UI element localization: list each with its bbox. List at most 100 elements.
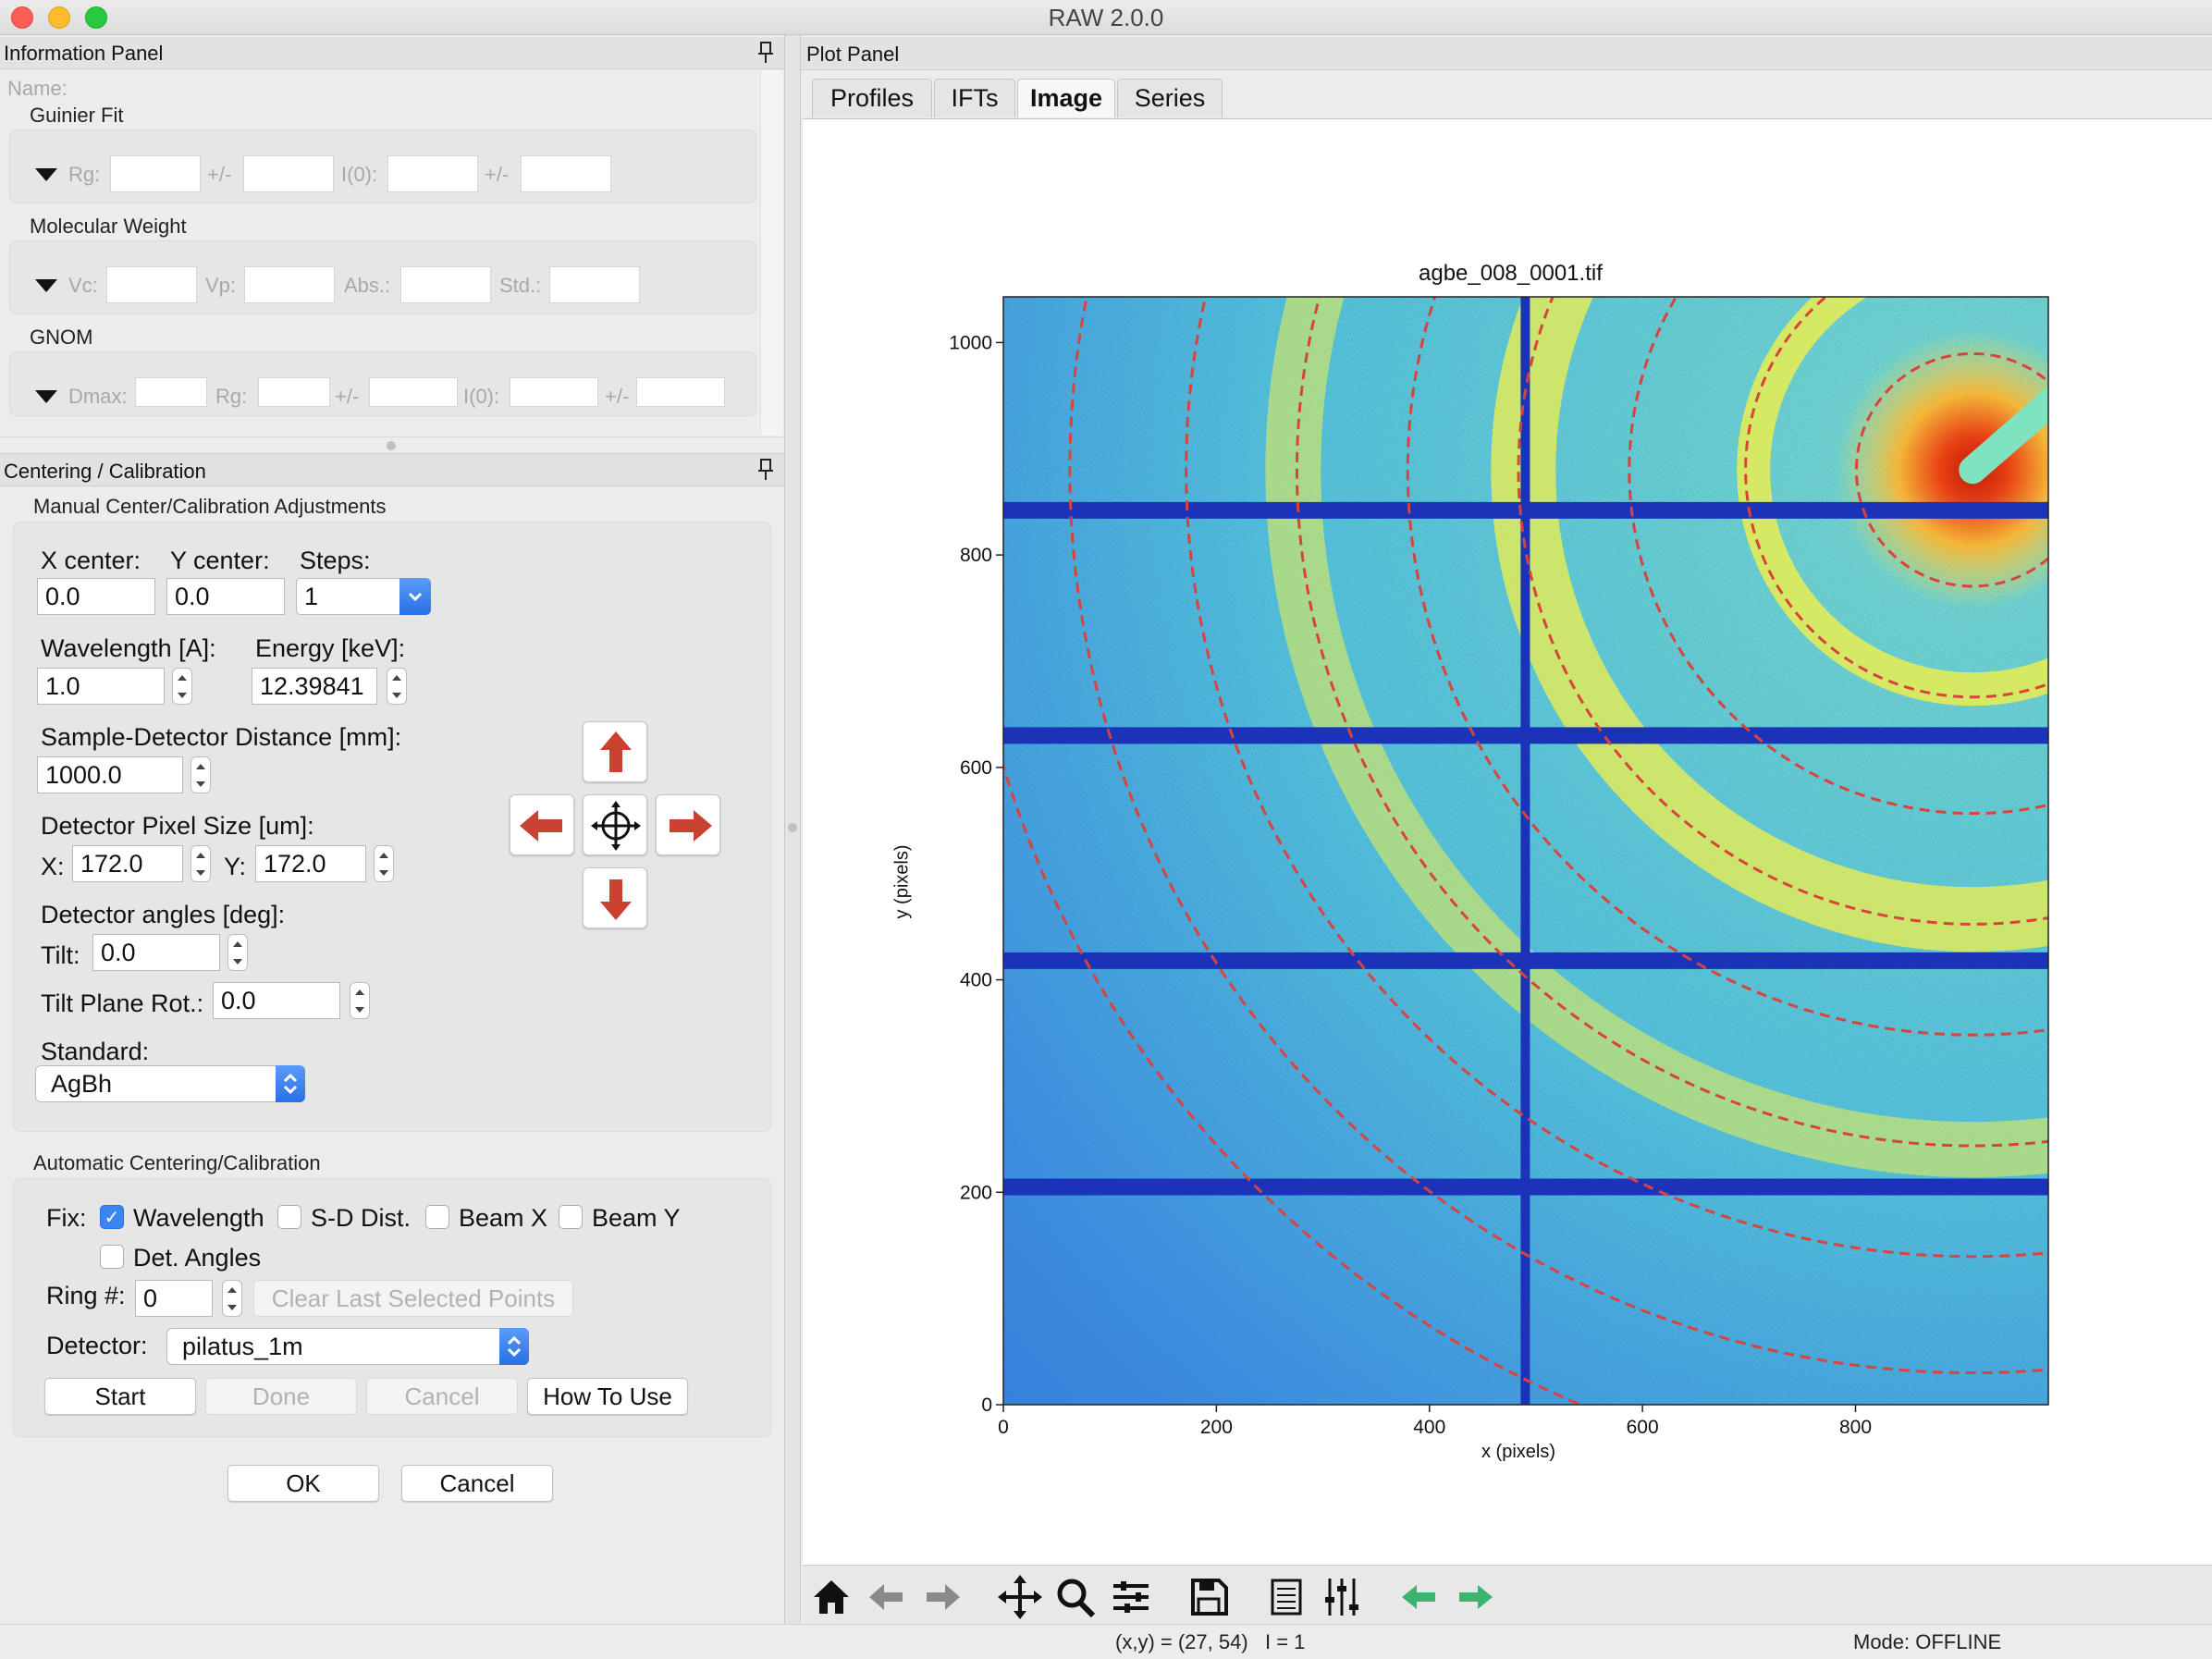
pin-icon[interactable] — [756, 458, 775, 482]
list-icon[interactable] — [1263, 1569, 1309, 1625]
green-forward-icon[interactable] — [1452, 1569, 1498, 1625]
pixel-y-input[interactable]: 172.0 — [255, 845, 366, 882]
gnom-disclosure-icon[interactable] — [35, 390, 57, 403]
tab-ifts[interactable]: IFTs — [934, 79, 1015, 117]
mw-std-field[interactable] — [549, 266, 640, 303]
standard-select[interactable]: AgBh — [35, 1065, 305, 1102]
detector-select[interactable]: pilatus_1m — [166, 1328, 529, 1365]
detector-updown-icon[interactable] — [499, 1328, 529, 1365]
y-tick-label-3: 600 — [960, 757, 992, 779]
plot-frame — [1002, 296, 2049, 1406]
calibration-ring-6 — [1185, 297, 2048, 1259]
tilt-input[interactable]: 0.0 — [92, 934, 220, 971]
zoom-icon[interactable] — [1052, 1569, 1099, 1625]
pan-icon[interactable] — [997, 1569, 1043, 1625]
tilt-rot-input[interactable]: 0.0 — [213, 982, 340, 1019]
info-panel-scrollbar[interactable] — [760, 70, 782, 436]
gnom-rg-err-field[interactable] — [369, 377, 458, 407]
pixel-y-stepper[interactable] — [374, 845, 394, 882]
manual-section-title: Manual Center/Calibration Adjustments — [33, 495, 387, 518]
guinier-i0-field[interactable] — [387, 155, 478, 192]
pixel-x-stepper[interactable] — [190, 845, 211, 882]
mw-vc-field[interactable] — [106, 266, 197, 303]
pixel-y-label: Y: — [224, 853, 247, 880]
minimize-window-button[interactable] — [48, 6, 70, 29]
move-right-button[interactable] — [656, 794, 720, 855]
module-gap-y-1 — [1003, 952, 2048, 969]
move-up-button[interactable] — [583, 721, 647, 782]
splitter-handle — [788, 823, 797, 832]
pixel-size-label: Detector Pixel Size [um]: — [41, 812, 314, 840]
mw-std-label: Std.: — [499, 274, 542, 297]
arrow-right-icon — [670, 810, 712, 842]
gnom-dmax-field[interactable] — [135, 377, 207, 407]
guinier-disclosure-icon[interactable] — [35, 168, 57, 181]
fix-beamx-checkbox[interactable] — [425, 1205, 449, 1229]
tab-profiles[interactable]: Profiles — [812, 79, 932, 117]
guinier-rg-field[interactable] — [110, 155, 201, 192]
fix-sd-checkbox[interactable] — [277, 1205, 301, 1229]
x-tick-label-3: 600 — [1627, 1417, 1659, 1438]
close-window-button[interactable] — [11, 6, 33, 29]
panel-splitter[interactable] — [0, 436, 784, 455]
fix-beamy-checkbox[interactable] — [559, 1205, 583, 1229]
move-down-button[interactable] — [583, 867, 647, 928]
x-tick-label-0: 0 — [998, 1417, 1009, 1438]
wavelength-input[interactable]: 1.0 — [37, 668, 165, 705]
fix-angles-checkbox[interactable] — [100, 1245, 124, 1269]
gnom-rg-field[interactable] — [258, 377, 330, 407]
back-arrow-icon[interactable] — [864, 1569, 910, 1625]
tilt-rot-label: Tilt Plane Rot.: — [41, 989, 204, 1017]
crosshair-icon — [591, 801, 641, 851]
start-button[interactable]: Start — [44, 1378, 196, 1415]
save-icon[interactable] — [1186, 1569, 1232, 1625]
mw-disclosure-icon[interactable] — [35, 279, 57, 292]
distance-stepper[interactable] — [190, 756, 211, 793]
clear-points-button[interactable]: Clear Last Selected Points — [253, 1280, 573, 1317]
how-to-use-button[interactable]: How To Use — [527, 1378, 688, 1415]
distance-input[interactable]: 1000.0 — [37, 756, 183, 793]
maximize-window-button[interactable] — [85, 6, 107, 29]
forward-arrow-icon[interactable] — [919, 1569, 965, 1625]
tilt-rot-stepper[interactable] — [350, 982, 370, 1019]
ok-button[interactable]: OK — [227, 1465, 379, 1502]
x-center-input[interactable]: 0.0 — [37, 578, 155, 615]
x-center-label: X center: — [41, 547, 141, 574]
standard-label: Standard: — [41, 1038, 150, 1065]
tilt-stepper[interactable] — [227, 934, 248, 971]
sliders-icon[interactable] — [1319, 1569, 1365, 1625]
standard-updown-icon[interactable] — [276, 1065, 305, 1102]
diffraction-band-0 — [1737, 297, 2048, 707]
tab-series[interactable]: Series — [1117, 79, 1223, 117]
y-center-input[interactable]: 0.0 — [166, 578, 285, 615]
auto-cancel-button[interactable]: Cancel — [366, 1378, 518, 1415]
cancel-button[interactable]: Cancel — [401, 1465, 553, 1502]
steps-dropdown-icon[interactable] — [399, 578, 431, 615]
mw-abs-field[interactable] — [400, 266, 491, 303]
vertical-splitter[interactable] — [784, 35, 801, 1624]
green-back-icon[interactable] — [1396, 1569, 1443, 1625]
guinier-rg-err-field[interactable] — [243, 155, 334, 192]
auto-section-title: Automatic Centering/Calibration — [33, 1151, 321, 1174]
move-left-button[interactable] — [510, 794, 574, 855]
energy-input[interactable]: 12.39841 — [252, 668, 377, 705]
done-button[interactable]: Done — [205, 1378, 357, 1415]
gnom-rg-label: Rg: — [215, 385, 248, 408]
mw-vp-field[interactable] — [244, 266, 335, 303]
ring-input[interactable]: 0 — [135, 1280, 213, 1317]
gnom-i0-field[interactable] — [510, 377, 598, 407]
guinier-i0-err-field[interactable] — [521, 155, 611, 192]
configure-subplots-icon[interactable] — [1108, 1569, 1154, 1625]
fix-wavelength-checkbox[interactable]: ✓ — [100, 1205, 124, 1229]
ring-stepper[interactable] — [222, 1280, 242, 1317]
pin-icon[interactable] — [756, 41, 775, 65]
energy-stepper[interactable] — [387, 668, 407, 705]
tab-image[interactable]: Image — [1017, 79, 1115, 117]
guinier-rg-err-label: +/- — [207, 163, 232, 186]
gnom-i0-err-field[interactable] — [636, 377, 725, 407]
wavelength-stepper[interactable] — [172, 668, 192, 705]
center-target-button[interactable] — [583, 794, 647, 855]
pixel-x-input[interactable]: 172.0 — [72, 845, 183, 882]
home-icon[interactable] — [808, 1569, 854, 1625]
